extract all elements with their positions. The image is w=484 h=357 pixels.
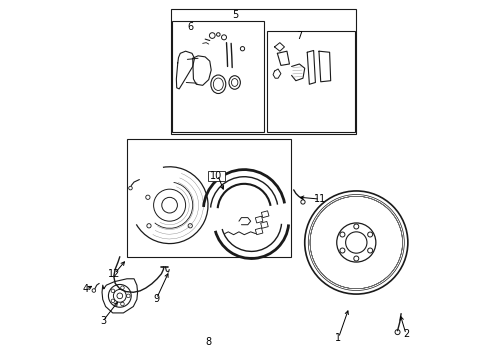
- Bar: [171, 9, 356, 134]
- Bar: [255, 228, 262, 235]
- Text: 4: 4: [83, 285, 89, 295]
- Bar: [255, 216, 262, 223]
- Bar: [172, 21, 263, 132]
- Text: 5: 5: [232, 10, 238, 20]
- Text: 1: 1: [335, 333, 341, 343]
- Text: 2: 2: [402, 329, 408, 339]
- Text: 8: 8: [205, 337, 212, 347]
- Text: 6: 6: [187, 22, 194, 32]
- Bar: [266, 31, 354, 132]
- Bar: [260, 221, 268, 228]
- Bar: [127, 139, 290, 257]
- Text: 3: 3: [100, 316, 106, 326]
- Text: 9: 9: [153, 294, 159, 304]
- Text: 11: 11: [313, 194, 325, 204]
- Text: 10: 10: [210, 171, 222, 181]
- Bar: [207, 171, 225, 181]
- Text: 7: 7: [296, 31, 302, 41]
- Text: 12: 12: [108, 269, 121, 279]
- Bar: [261, 211, 269, 218]
